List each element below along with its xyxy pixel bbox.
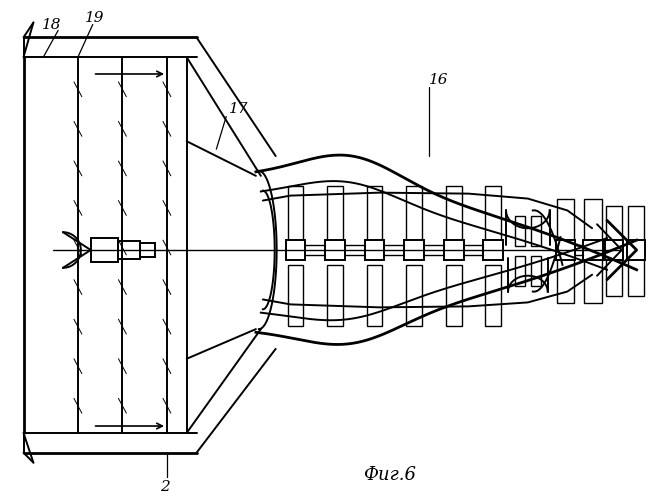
Bar [583,240,603,260]
Bar [404,240,424,260]
Bar [366,186,382,247]
Bar [406,265,422,326]
Bar [327,186,343,247]
Bar [91,238,119,262]
Bar [627,206,643,247]
Text: Фиг.6: Фиг.6 [363,466,416,484]
Bar [483,240,503,260]
Bar [556,198,574,250]
Bar [485,265,501,326]
Bar [140,243,155,257]
Bar [286,240,305,260]
Bar [605,240,623,260]
Bar [327,265,343,326]
Text: 19: 19 [85,10,105,24]
Bar [119,241,140,259]
Bar [556,240,575,260]
Bar [606,255,622,296]
Bar [444,240,464,260]
Bar [446,186,462,247]
Bar [627,240,645,260]
Bar [531,216,541,246]
Bar [406,186,422,247]
Text: 2: 2 [160,480,170,494]
Bar [446,265,462,326]
Bar [366,265,382,326]
Bar [485,186,501,247]
Bar [515,256,525,286]
Bar [288,186,303,247]
Bar [515,216,525,246]
Text: 18: 18 [42,18,61,32]
Text: 17: 17 [229,102,249,116]
Bar [584,252,602,304]
Bar [288,265,303,326]
Bar [556,252,574,304]
Bar [531,256,541,286]
Bar [325,240,345,260]
Bar [584,198,602,250]
Bar [606,206,622,247]
Bar [364,240,384,260]
Bar [627,255,643,296]
Text: 16: 16 [429,73,449,87]
